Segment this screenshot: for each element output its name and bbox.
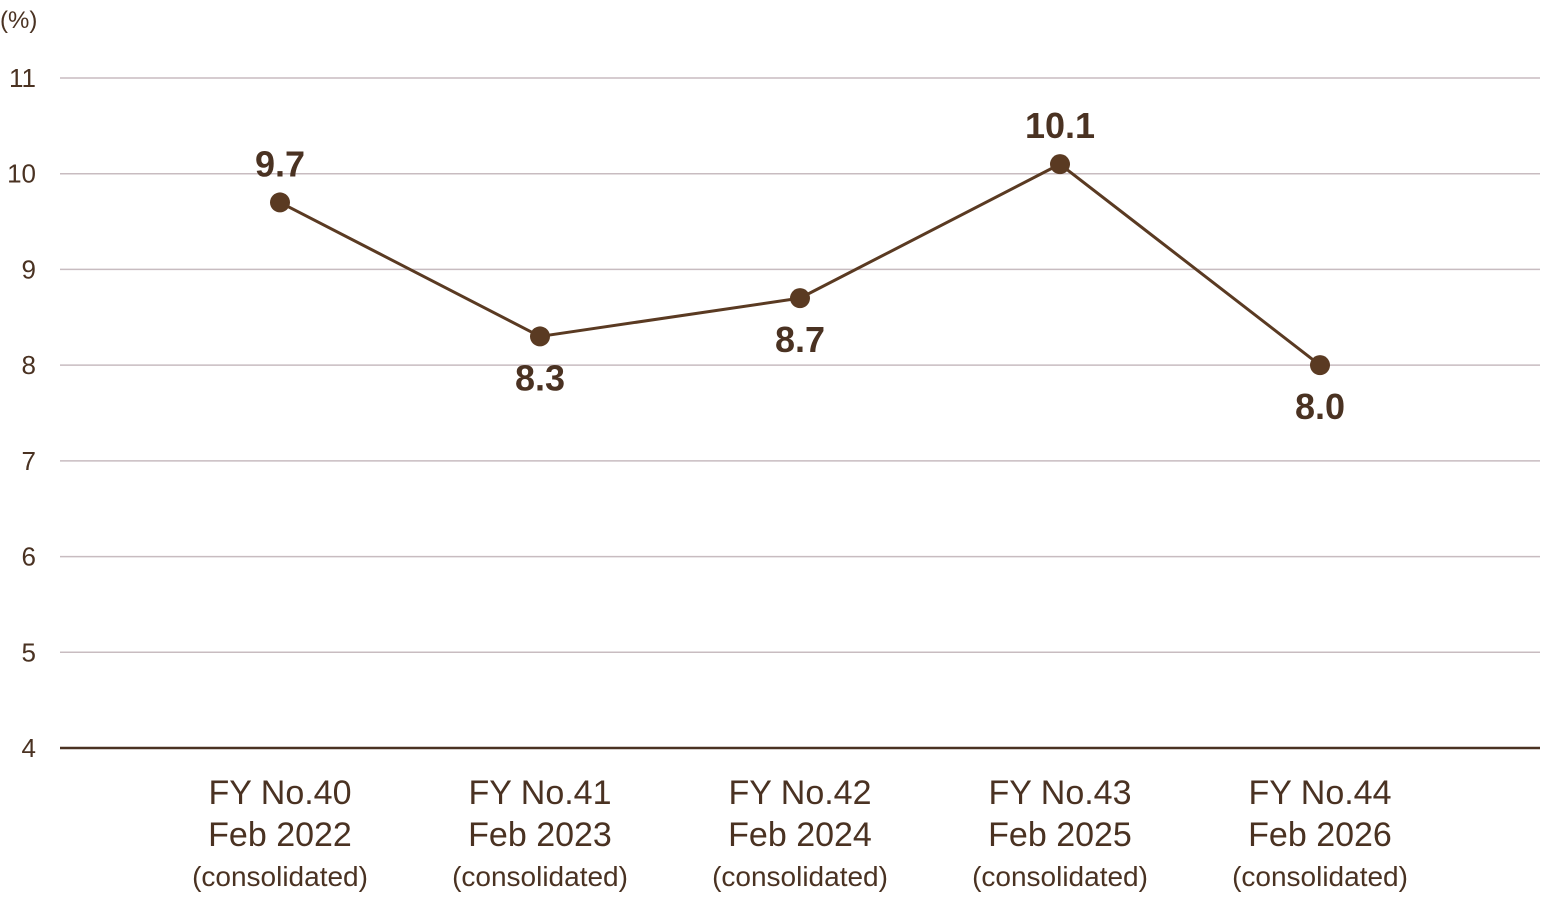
x-tick-label-fy: FY No.42 xyxy=(728,774,871,812)
y-tick-label: 6 xyxy=(22,542,36,572)
data-label: 8.3 xyxy=(515,357,565,398)
y-tick-label: 9 xyxy=(22,254,36,284)
y-tick-label: 5 xyxy=(22,637,36,667)
x-axis: FY No.40 Feb 2022 (consolidated) FY No.41 Fe… xyxy=(192,774,1408,892)
y-tick-label: 11 xyxy=(9,63,36,93)
unit-label-group: (%) xyxy=(0,7,37,34)
data-labels: 9.7 8.3 8.7 10.1 8.0 xyxy=(255,105,1345,427)
x-category-label: FY No.41 Feb 2023 (consolidated) xyxy=(452,774,628,892)
data-point xyxy=(270,192,290,213)
x-tick-label-date: Feb 2024 xyxy=(728,816,872,854)
data-label: 10.1 xyxy=(1025,105,1095,146)
x-tick-label-date: Feb 2022 xyxy=(208,816,352,854)
x-tick-label-fy: FY No.41 xyxy=(468,774,611,812)
y-unit-label: (%) xyxy=(0,7,37,34)
x-tick-label-note: (consolidated) xyxy=(712,861,888,892)
y-tick-label: 8 xyxy=(22,350,36,380)
x-tick-label-date: Feb 2025 xyxy=(988,816,1132,854)
data-label: 9.7 xyxy=(255,143,305,184)
x-tick-label-date: Feb 2026 xyxy=(1248,816,1392,854)
x-tick-label-note: (consolidated) xyxy=(1232,861,1408,892)
data-label: 8.0 xyxy=(1295,386,1345,427)
x-tick-label-fy: FY No.43 xyxy=(988,774,1131,812)
y-tick-label: 4 xyxy=(22,733,36,763)
y-tick-label: 7 xyxy=(22,446,36,476)
x-tick-label-note: (consolidated) xyxy=(972,861,1148,892)
data-point xyxy=(790,288,810,309)
x-tick-label-note: (consolidated) xyxy=(452,861,628,892)
x-tick-label-date: Feb 2023 xyxy=(468,816,612,854)
data-point xyxy=(530,326,550,347)
data-point xyxy=(1310,355,1330,376)
x-tick-label-note: (consolidated) xyxy=(192,861,368,892)
x-tick-label-fy: FY No.40 xyxy=(208,774,351,812)
x-category-label: FY No.42 Feb 2024 (consolidated) xyxy=(712,774,888,892)
y-tick-label: 10 xyxy=(7,159,36,189)
data-point xyxy=(1050,154,1070,175)
x-category-label: FY No.40 Feb 2022 (consolidated) xyxy=(192,774,368,892)
y-axis: 4 5 6 7 8 9 10 11 xyxy=(7,63,36,763)
grid-layer xyxy=(60,77,1540,750)
x-category-label: FY No.44 Feb 2026 (consolidated) xyxy=(1232,774,1408,892)
x-category-label: FY No.43 Feb 2025 (consolidated) xyxy=(972,774,1148,892)
data-label: 8.7 xyxy=(775,319,825,360)
data-points xyxy=(270,154,1330,376)
x-tick-label-fy: FY No.44 xyxy=(1248,774,1391,812)
